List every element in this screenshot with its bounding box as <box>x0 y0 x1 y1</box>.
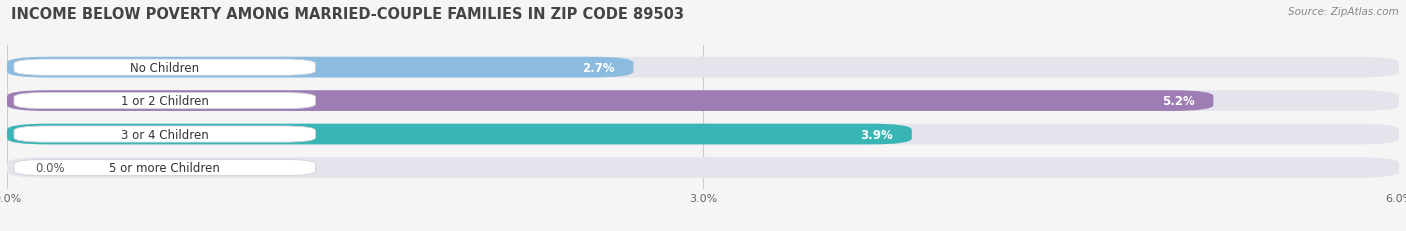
FancyBboxPatch shape <box>14 60 315 76</box>
FancyBboxPatch shape <box>7 124 1399 145</box>
Text: Source: ZipAtlas.com: Source: ZipAtlas.com <box>1288 7 1399 17</box>
FancyBboxPatch shape <box>7 91 1399 112</box>
Text: 2.7%: 2.7% <box>582 61 614 74</box>
FancyBboxPatch shape <box>14 93 315 109</box>
FancyBboxPatch shape <box>7 91 1213 112</box>
FancyBboxPatch shape <box>7 58 633 78</box>
FancyBboxPatch shape <box>7 124 911 145</box>
FancyBboxPatch shape <box>7 58 1399 78</box>
Text: INCOME BELOW POVERTY AMONG MARRIED-COUPLE FAMILIES IN ZIP CODE 89503: INCOME BELOW POVERTY AMONG MARRIED-COUPL… <box>11 7 685 22</box>
Text: No Children: No Children <box>131 61 200 74</box>
Text: 5 or more Children: 5 or more Children <box>110 161 221 174</box>
Text: 5.2%: 5.2% <box>1163 95 1195 108</box>
Text: 3.9%: 3.9% <box>860 128 893 141</box>
FancyBboxPatch shape <box>14 160 315 176</box>
FancyBboxPatch shape <box>7 158 1399 178</box>
Text: 3 or 4 Children: 3 or 4 Children <box>121 128 208 141</box>
FancyBboxPatch shape <box>14 126 315 143</box>
Text: 0.0%: 0.0% <box>35 161 65 174</box>
Text: 1 or 2 Children: 1 or 2 Children <box>121 95 208 108</box>
